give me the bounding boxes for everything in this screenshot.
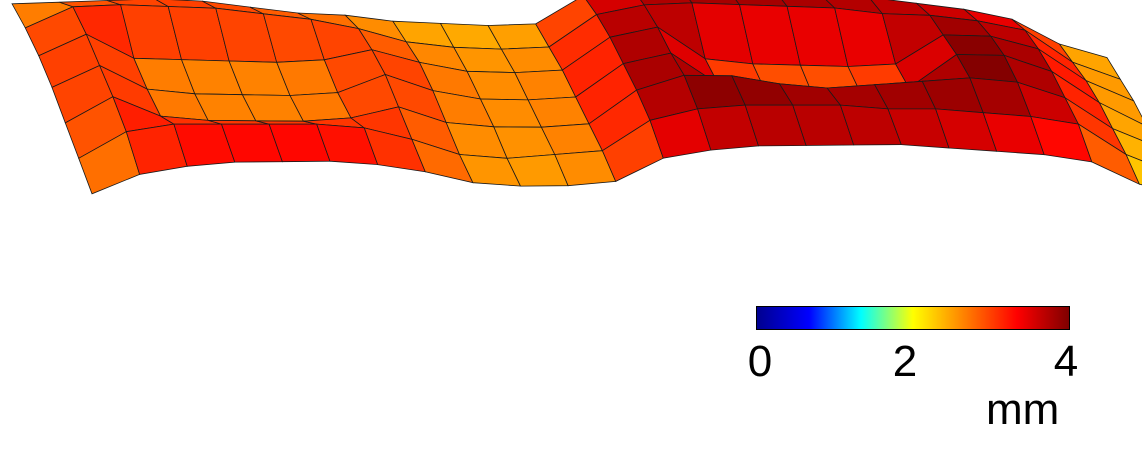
colorbar [756, 306, 1070, 330]
colorbar-unit-label: mm [986, 385, 1060, 434]
surface-cell [1111, 127, 1142, 162]
colorbar-tick-mid: 2 [892, 337, 918, 386]
surface-cell [1125, 153, 1142, 186]
surface-mesh [11, 0, 1142, 195]
colorbar-tick-min: 0 [747, 337, 773, 386]
surface-cell [1085, 79, 1142, 125]
surface-cell [1098, 101, 1142, 142]
colorbar-tick-max: 4 [1053, 337, 1079, 386]
